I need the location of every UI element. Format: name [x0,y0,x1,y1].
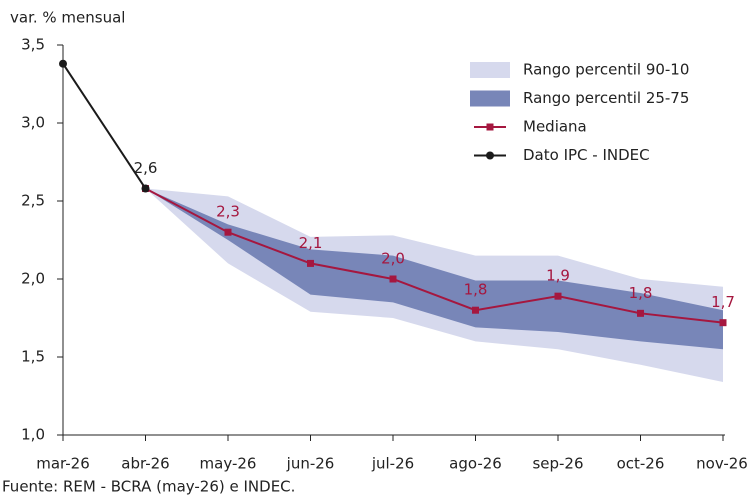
value-label: 1,8 [464,281,488,299]
x-tick-label: ago-26 [449,455,502,473]
x-tick-label: oct-26 [617,455,665,473]
y-tick-label: 2,5 [21,192,45,210]
marker [389,275,397,283]
series-line [145,187,724,324]
marker [141,184,150,193]
legend-marker [486,123,494,131]
source-note: Fuente: REM - BCRA (may-26) e INDEC. [2,478,295,496]
x-tick-label: abr-26 [121,455,169,473]
x-tick-label: mar-26 [36,455,90,473]
x-tick-label: nov-26 [696,455,748,473]
y-tick-label: 2,0 [21,270,45,288]
legend-label: Rango percentil 90-10 [523,61,689,79]
x-tick-label: sep-26 [532,455,583,473]
legend-label: Rango percentil 25-75 [523,89,689,107]
legend-swatch [470,62,510,78]
x-tick-label: jul-26 [371,455,414,473]
x-tick-label: jun-26 [286,455,335,473]
value-label: 2,0 [381,250,405,268]
x-tick-label: may-26 [200,455,257,473]
y-tick-label: 1,0 [21,426,45,444]
marker [224,228,232,236]
range-band [145,188,723,350]
y-axis-label: var. % mensual [10,9,125,27]
marker [472,306,479,314]
y-tick-label: 1,5 [21,348,45,366]
legend-label: Dato IPC - INDEC [523,146,650,164]
y-tick-label: 3,5 [21,36,45,54]
value-label: 2,6 [134,159,158,177]
marker [637,309,644,317]
marker [59,59,67,68]
legend-marker [486,151,494,160]
legend-swatch [470,90,510,107]
value-label: 1,8 [629,284,653,302]
marker [307,259,314,267]
value-label: 2,3 [216,203,240,221]
marker [554,292,562,300]
value-label: 1,7 [711,293,735,311]
marker [719,319,727,327]
series-line [62,63,147,190]
value-label: 2,1 [299,234,323,252]
value-label: 1,9 [546,267,570,285]
legend-label: Mediana [523,118,587,136]
y-tick-label: 3,0 [21,114,45,132]
